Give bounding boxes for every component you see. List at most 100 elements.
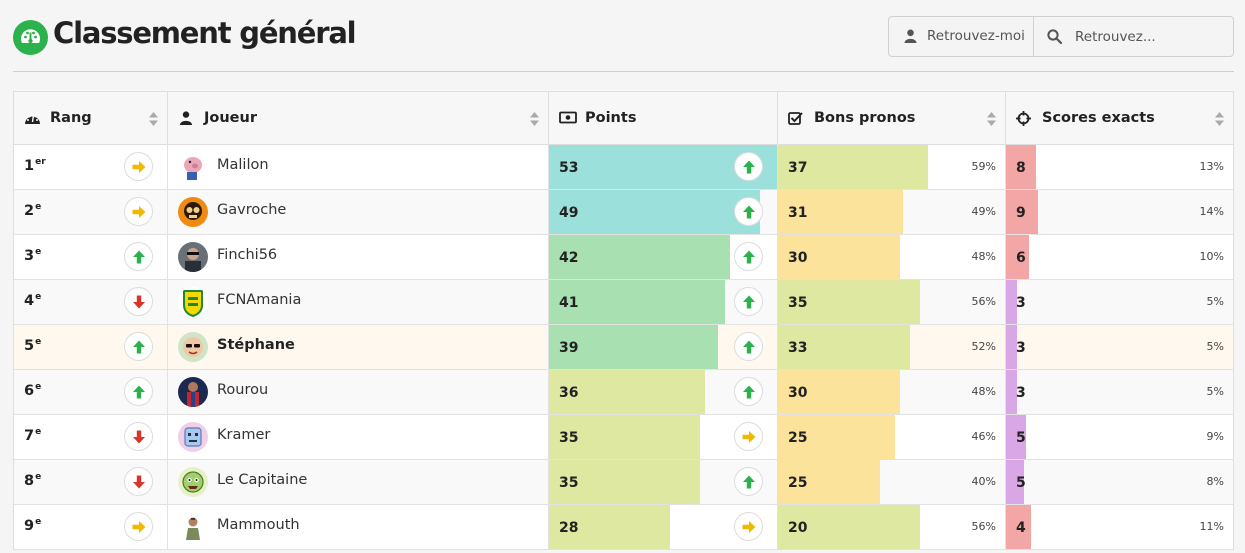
rank-number: 5 xyxy=(24,338,35,354)
scores-exacts-cell: 4 11% xyxy=(1006,505,1233,549)
rank-suffix: e xyxy=(35,517,42,527)
table-row[interactable]: 8e Le Capitaine 35 25 40% 5 8% xyxy=(14,460,1233,505)
user-icon xyxy=(904,29,917,43)
page-header: Classement général Retrouvez-moi xyxy=(13,14,1234,58)
table-row[interactable]: 7e Kramer 35 25 46% 5 9% xyxy=(14,415,1233,460)
player-name[interactable]: Le Capitaine xyxy=(217,472,308,488)
points-arrow-up-icon xyxy=(743,205,755,219)
player-name[interactable]: Kramer xyxy=(217,427,271,443)
player-name[interactable]: Rourou xyxy=(217,382,269,398)
rank-suffix: e xyxy=(35,337,42,347)
points-value: 35 xyxy=(559,475,579,491)
trend-arrow-right-icon xyxy=(132,206,146,218)
bons-pronos-percent: 46% xyxy=(971,430,996,443)
scores-exacts-value: 8 xyxy=(1016,160,1026,176)
table-row[interactable]: 4e FCNAmania 41 35 56% 3 5% xyxy=(14,280,1233,325)
column-header-points[interactable]: Points xyxy=(549,92,778,145)
table-row[interactable]: 5e Stéphane 39 33 52% 3 5% xyxy=(14,325,1233,370)
rank-cell: 2e xyxy=(14,190,168,234)
table-row[interactable]: 2e Gavroche 49 31 49% 9 14% xyxy=(14,190,1233,235)
scores-exacts-value: 5 xyxy=(1016,430,1026,446)
rank-cell: 7e xyxy=(14,415,168,459)
player-name[interactable]: Stéphane xyxy=(217,337,295,353)
points-value: 42 xyxy=(559,250,579,266)
scores-exacts-bar xyxy=(1006,370,1017,414)
points-bar xyxy=(549,235,730,279)
trend-arrow-down-icon xyxy=(133,295,145,309)
scores-exacts-cell: 3 5% xyxy=(1006,280,1233,324)
money-icon xyxy=(559,111,577,124)
bons-pronos-value: 31 xyxy=(788,205,808,221)
points-trend-indicator xyxy=(734,332,763,361)
player-cell: Kramer xyxy=(168,415,549,459)
column-header-scores-exacts[interactable]: Scores exacts xyxy=(1006,92,1233,145)
player-name[interactable]: Mammouth xyxy=(217,517,300,533)
trend-arrow-down-icon xyxy=(133,475,145,489)
rank-trend-indicator xyxy=(124,512,153,541)
bons-pronos-cell: 31 49% xyxy=(778,190,1006,234)
trend-arrow-up-icon xyxy=(133,250,145,264)
points-trend-indicator xyxy=(734,242,763,271)
rank-cell: 8e xyxy=(14,460,168,504)
rank-suffix: er xyxy=(35,157,46,167)
bons-pronos-value: 37 xyxy=(788,160,808,176)
player-name[interactable]: Gavroche xyxy=(217,202,287,218)
table-row[interactable]: 9e Mammouth 28 20 56% 4 11% xyxy=(14,505,1233,550)
checkbox-icon xyxy=(788,112,803,125)
player-cell: Rourou xyxy=(168,370,549,414)
crosshairs-icon xyxy=(1016,111,1031,126)
points-arrow-up-icon xyxy=(743,475,755,489)
bons-pronos-bar xyxy=(778,415,895,459)
points-arrow-up-icon xyxy=(743,385,755,399)
rank-number: 8 xyxy=(24,473,35,489)
scores-exacts-bar xyxy=(1006,460,1024,504)
scores-exacts-value: 4 xyxy=(1016,520,1026,536)
player-name[interactable]: Finchi56 xyxy=(217,247,278,263)
player-name[interactable]: Malilon xyxy=(217,157,269,173)
player-cell: Finchi56 xyxy=(168,235,549,279)
ranking-table: Rang Joueur Points Bons pronos xyxy=(13,91,1234,550)
scores-exacts-cell: 5 9% xyxy=(1006,415,1233,459)
scores-exacts-percent: 5% xyxy=(1206,340,1224,353)
find-me-button[interactable]: Retrouvez-moi xyxy=(889,17,1034,56)
bons-pronos-value: 20 xyxy=(788,520,808,536)
bons-pronos-percent: 59% xyxy=(971,160,996,173)
rank-trend-indicator xyxy=(124,332,153,361)
rank-suffix: e xyxy=(35,427,42,437)
points-bar xyxy=(549,370,705,414)
search-input[interactable] xyxy=(1071,22,1229,51)
bons-pronos-bar xyxy=(778,325,910,369)
points-bar xyxy=(549,460,700,504)
bons-pronos-bar xyxy=(778,370,900,414)
column-header-joueur[interactable]: Joueur xyxy=(168,92,549,145)
points-trend-indicator xyxy=(734,197,763,226)
rank-number: 4 xyxy=(24,293,35,309)
column-header-bons-pronos[interactable]: Bons pronos xyxy=(778,92,1006,145)
scores-exacts-percent: 8% xyxy=(1206,475,1224,488)
points-cell: 49 xyxy=(549,190,778,234)
points-bar xyxy=(549,325,718,369)
trend-arrow-up-icon xyxy=(133,385,145,399)
rank-value: 7e xyxy=(24,427,41,444)
table-row[interactable]: 1er Malilon 53 37 59% 8 13% xyxy=(14,145,1233,190)
points-trend-indicator xyxy=(734,467,763,496)
avatar xyxy=(178,332,208,362)
scores-exacts-percent: 9% xyxy=(1206,430,1224,443)
table-row[interactable]: 6e Rourou 36 30 48% 3 5% xyxy=(14,370,1233,415)
rank-number: 3 xyxy=(24,248,35,264)
table-row[interactable]: 3e Finchi56 42 30 48% 6 10% xyxy=(14,235,1233,280)
bons-pronos-percent: 48% xyxy=(971,250,996,263)
scores-exacts-value: 3 xyxy=(1016,295,1026,311)
player-cell: FCNAmania xyxy=(168,280,549,324)
column-label-points: Points xyxy=(585,110,637,126)
player-name[interactable]: FCNAmania xyxy=(217,292,302,308)
column-header-rang[interactable]: Rang xyxy=(14,92,168,145)
rank-value: 5e xyxy=(24,337,41,354)
points-bar xyxy=(549,505,670,549)
trend-arrow-up-icon xyxy=(133,340,145,354)
column-label-scores-exacts: Scores exacts xyxy=(1042,110,1155,126)
sort-icon xyxy=(149,112,158,126)
bons-pronos-cell: 33 52% xyxy=(778,325,1006,369)
rank-number: 1 xyxy=(24,158,35,174)
rank-value: 1er xyxy=(24,157,46,174)
